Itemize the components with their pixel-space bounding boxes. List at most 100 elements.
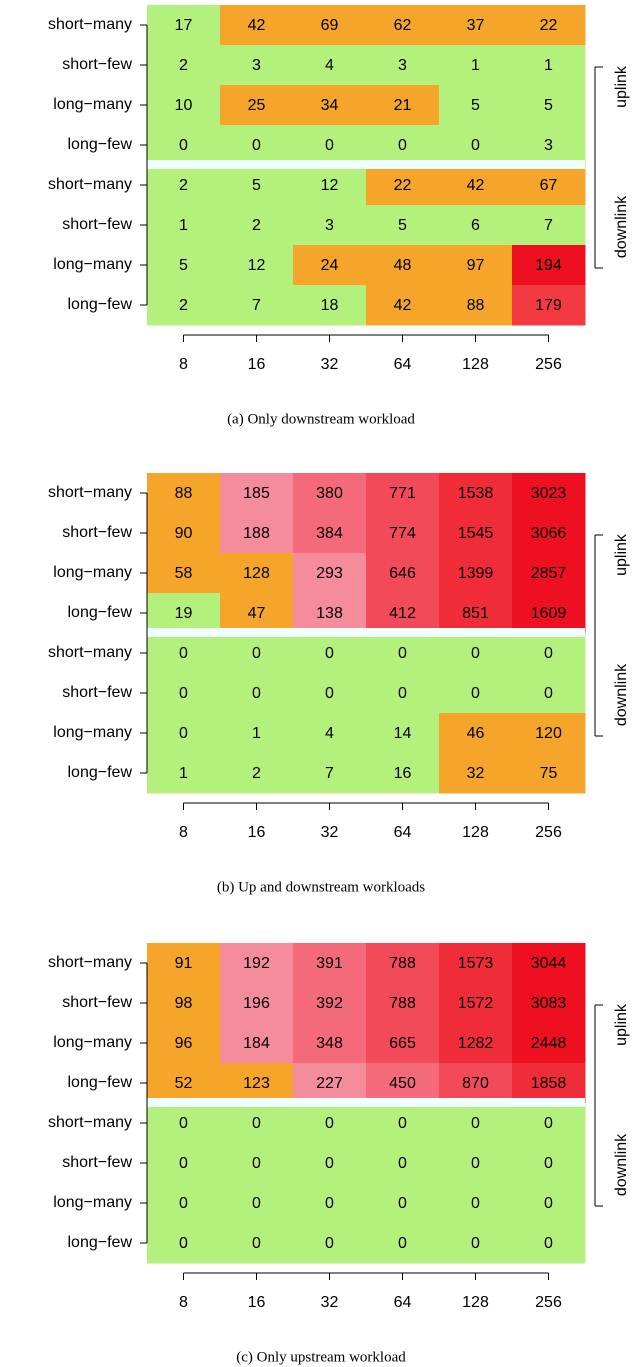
cell-label: 7 — [252, 297, 261, 314]
y-tick-label: short−few — [62, 56, 132, 73]
cell-label: 0 — [179, 1115, 188, 1132]
cell — [293, 983, 367, 1024]
cell — [512, 553, 586, 594]
cell-label: 391 — [316, 955, 343, 972]
cell — [439, 165, 513, 206]
cell — [147, 205, 221, 246]
cell — [293, 1063, 367, 1104]
y-tick-label: long−few — [68, 136, 133, 153]
cell-label: 42 — [248, 17, 266, 34]
cell-label: 293 — [316, 565, 343, 582]
cell-label: 0 — [179, 685, 188, 702]
x-tick-label: 128 — [462, 356, 489, 373]
cell-label: 0 — [252, 1235, 261, 1252]
cell-label: 0 — [325, 1195, 334, 1212]
cell — [366, 1063, 440, 1104]
cell-label: 0 — [252, 1195, 261, 1212]
cell-label: 2 — [179, 297, 188, 314]
cell-label: 2 — [179, 177, 188, 194]
cell — [439, 713, 513, 754]
cell — [512, 1183, 586, 1224]
cell-label: 5 — [252, 177, 261, 194]
cell — [512, 753, 586, 794]
cell — [366, 673, 440, 714]
cell-label: 58 — [175, 565, 193, 582]
cell-label: 0 — [398, 137, 407, 154]
cell-label: 0 — [252, 685, 261, 702]
cell-label: 1858 — [531, 1075, 567, 1092]
cell-label: 1 — [179, 217, 188, 234]
cell — [439, 85, 513, 126]
cell — [366, 285, 440, 326]
cell — [220, 593, 294, 634]
cell-label: 0 — [471, 137, 480, 154]
y-tick-label: short−many — [48, 644, 132, 661]
cell — [439, 553, 513, 594]
cell — [293, 513, 367, 554]
cell-label: 5 — [544, 97, 553, 114]
cell — [366, 713, 440, 754]
cell-label: 0 — [398, 645, 407, 662]
cell — [512, 713, 586, 754]
cell-label: 1282 — [458, 1035, 494, 1052]
cell-label: 1399 — [458, 565, 494, 582]
x-tick-label: 64 — [394, 1294, 412, 1311]
cell-label: 12 — [321, 177, 339, 194]
cell-label: 0 — [325, 1235, 334, 1252]
cell-label: 774 — [389, 525, 416, 542]
group-separator — [147, 160, 585, 169]
cell — [512, 1223, 586, 1264]
cell — [439, 633, 513, 674]
x-tick-label: 32 — [321, 356, 339, 373]
cell — [147, 5, 221, 46]
y-tick-label: long−many — [53, 564, 132, 581]
cell — [366, 1143, 440, 1184]
cell — [512, 593, 586, 634]
cell — [512, 1103, 586, 1144]
cell — [293, 673, 367, 714]
cell — [512, 1143, 586, 1184]
cell — [512, 5, 586, 46]
cell — [293, 633, 367, 674]
y-tick-label: short−few — [62, 994, 132, 1011]
x-tick-label: 8 — [179, 1294, 188, 1311]
cell-label: 1 — [252, 725, 261, 742]
cell-label: 62 — [394, 17, 412, 34]
cell — [293, 593, 367, 634]
cell-label: 42 — [467, 177, 485, 194]
y-tick-label: short−many — [48, 16, 132, 33]
cell-label: 22 — [394, 177, 412, 194]
cell — [220, 205, 294, 246]
cell-label: 46 — [467, 725, 485, 742]
cell-label: 3 — [325, 217, 334, 234]
cell — [220, 1023, 294, 1064]
cell-label: 870 — [462, 1075, 489, 1092]
cell-label: 16 — [394, 765, 412, 782]
y-tick-label: long−many — [53, 1194, 132, 1211]
cell-label: 412 — [389, 605, 416, 622]
cell — [293, 713, 367, 754]
x-tick-label: 256 — [535, 1294, 562, 1311]
x-tick-label: 128 — [462, 1294, 489, 1311]
cell-label: 1 — [471, 57, 480, 74]
cell-label: 1609 — [531, 605, 567, 622]
cell — [366, 125, 440, 166]
cell — [366, 473, 440, 514]
cell — [147, 983, 221, 1024]
cell-label: 2 — [252, 765, 261, 782]
cell-label: 0 — [544, 645, 553, 662]
cell-label: 2 — [179, 57, 188, 74]
cell-label: 0 — [398, 1155, 407, 1172]
cell-label: 646 — [389, 565, 416, 582]
cell — [220, 165, 294, 206]
cell — [512, 1023, 586, 1064]
cell — [439, 245, 513, 286]
cell — [366, 753, 440, 794]
cell-label: 194 — [535, 257, 562, 274]
cell-label: 21 — [394, 97, 412, 114]
cell — [220, 473, 294, 514]
cell — [293, 553, 367, 594]
cell-label: 3044 — [531, 955, 567, 972]
y-tick-label: long−few — [68, 296, 133, 313]
cell — [366, 85, 440, 126]
